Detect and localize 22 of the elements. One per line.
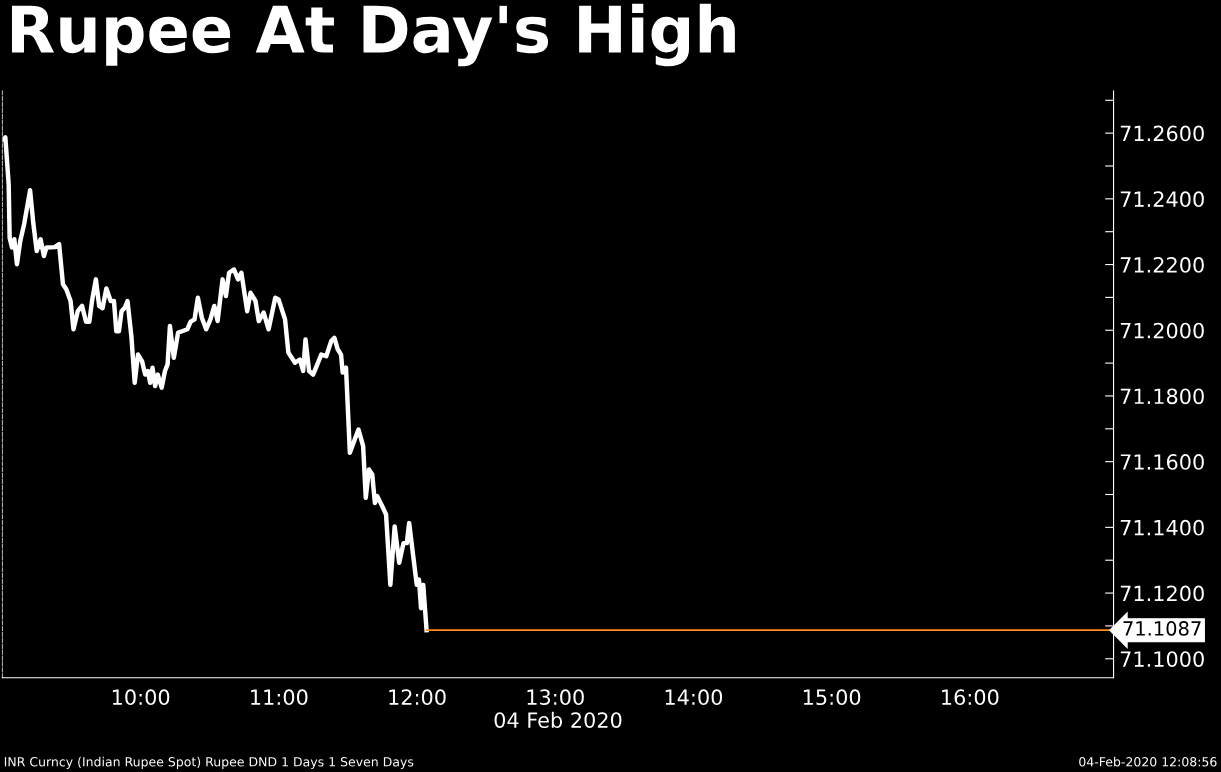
x-tick-label: 10:00 [112,689,170,706]
text: 04-Feb-2020 12:08:56 [1079,756,1217,767]
text: INR Curncy (Indian Rupee Spot) Rupee DND 1 Days 1 Seven Days [4,756,414,769]
y-tick-label: 71.2000 [1120,322,1204,339]
y-tick-label: 71.1200 [1120,585,1204,602]
x-tick-label: 14:00 [665,689,723,706]
y-tick-label: 71.1600 [1120,454,1204,470]
x-axis-title: 04 Feb 2020 [494,711,622,728]
y-tick-label: 71.1800 [1120,388,1204,405]
y-tick-label: 71.2600 [1120,125,1204,142]
x-tick-label: 11:00 [251,689,308,706]
chart-title: Rupee At Day's High [11,3,735,67]
y-tick-label: 71.1000 [1120,651,1204,667]
y-tick-label: 71.1400 [1120,519,1204,536]
y-tick-label: 71.2400 [1120,191,1204,208]
x-tick-label: 15:00 [803,689,861,706]
x-tick-label: 13:00 [527,689,584,706]
x-tick-label: 12:00 [389,689,446,706]
x-tick-label: 16:00 [942,689,999,706]
y-tick-label: 71.2200 [1120,257,1204,273]
line-series [2,135,429,633]
ref-line-label: 71.1087 [1123,621,1201,636]
